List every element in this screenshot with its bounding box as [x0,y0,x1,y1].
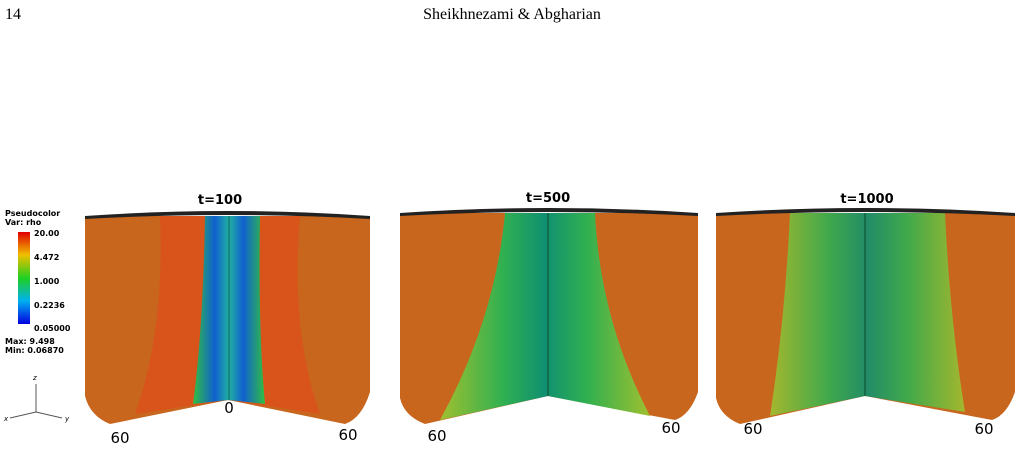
axis-x: x [3,415,9,423]
axis-z: z [32,374,37,382]
legend-variable: Var: rho [5,218,42,227]
panel [400,208,698,424]
axis-label: 0 [224,399,234,417]
axis-label: 60 [743,420,762,438]
legend-min: Min: 0.06870 [5,346,64,355]
panel [716,208,1015,424]
running-header: Sheikhnezami & Abgharian [423,6,601,23]
axis-label: 60 [661,419,680,437]
panel-title: t=500 [526,191,570,206]
legend-max: Max: 9.498 [5,337,55,346]
axis-label: 60 [427,427,446,445]
axis-y: y [64,415,70,423]
colorbar-tick: 4.472 [34,253,59,262]
axis-label: 60 [110,429,129,447]
axes-triad [9,384,63,419]
panel-title: t=1000 [840,192,893,207]
axis-label: 60 [338,426,357,444]
axis-label: 60 [974,420,993,438]
page-number: 14 [5,6,21,23]
panel [85,211,370,424]
colorbar-tick: 0.2236 [34,301,65,310]
colorbar [18,232,30,324]
panel-title: t=100 [198,193,242,208]
legend-title: Pseudocolor [5,209,60,218]
colorbar-tick: 1.000 [34,277,60,286]
colorbar-tick: 20.00 [34,229,60,238]
colorbar-tick: 0.05000 [34,324,71,333]
